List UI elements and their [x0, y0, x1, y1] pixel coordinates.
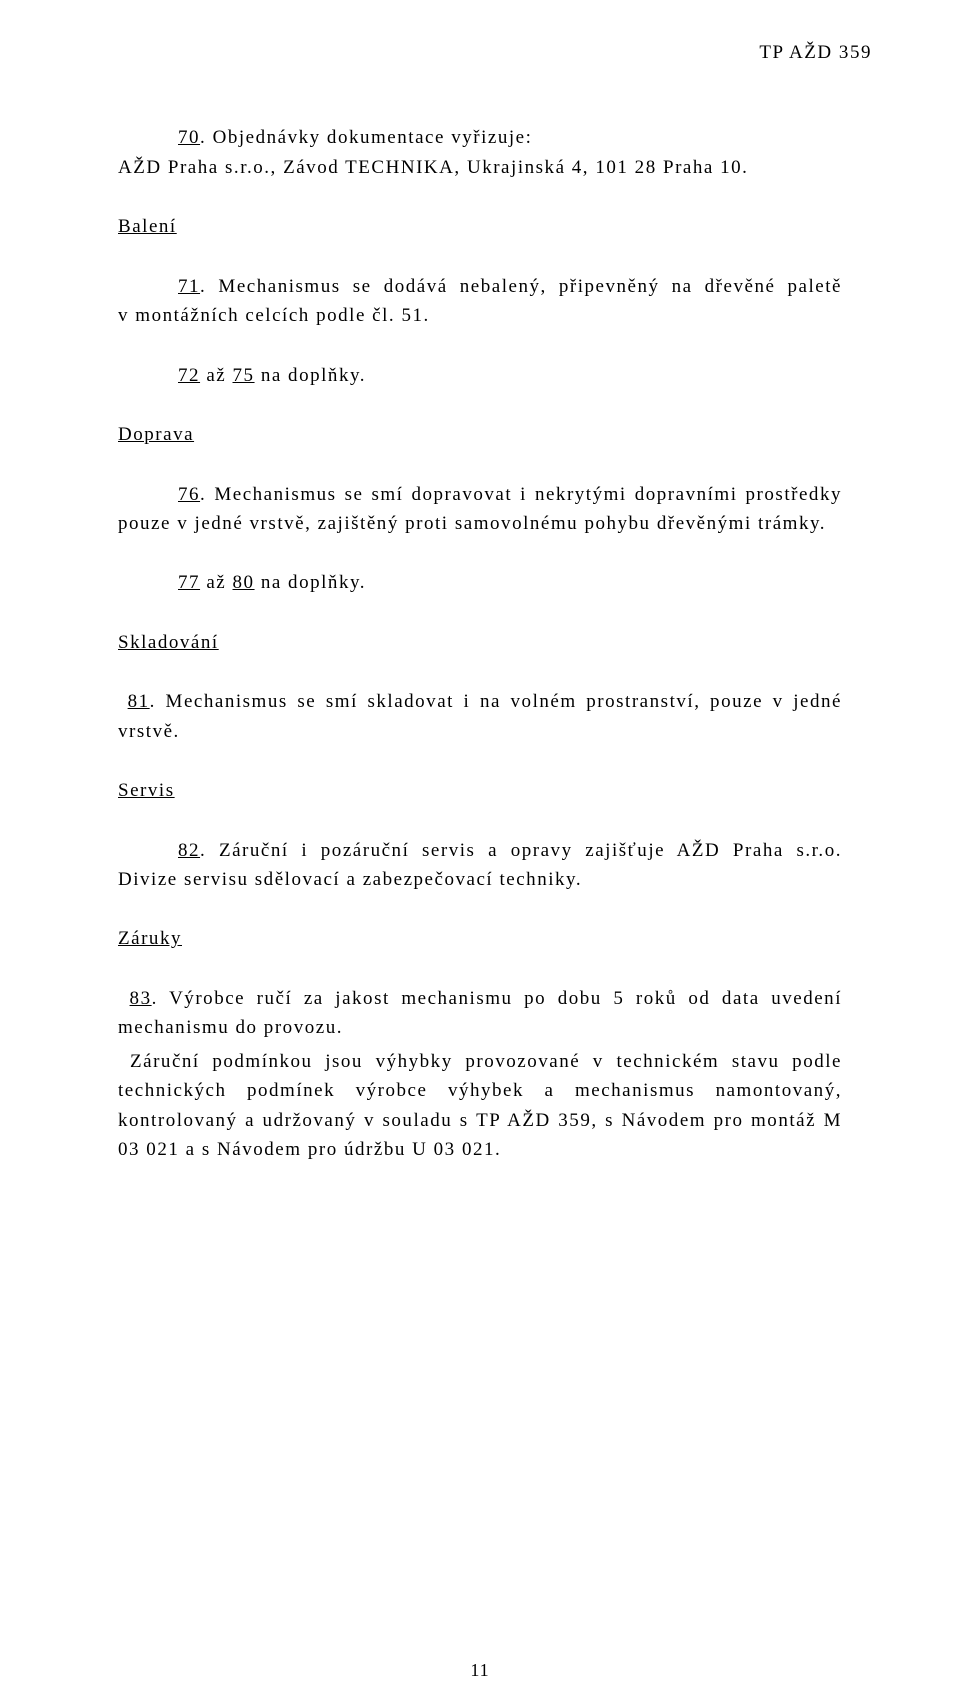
heading-zaruky: Záruky — [118, 924, 842, 953]
range-tail: na doplňky. — [255, 365, 366, 386]
paragraph-70: 70. Objednávky dokumentace vyřizuje: AŽD… — [118, 123, 842, 182]
clause-text: Záruční podmínkou jsou výhybky provozova… — [118, 1051, 842, 1160]
clause-text: . Objednávky dokumentace vyřizuje: — [200, 127, 532, 148]
range-mid: až — [200, 365, 232, 386]
clause-number: 82 — [178, 840, 200, 861]
clause-text: . Mechanismus se smí dopravovat i nekryt… — [118, 484, 842, 534]
header-doc-code: TP AŽD 359 — [118, 38, 872, 67]
paragraph-71: 71. Mechanismus se dodává nebalený, přip… — [118, 272, 842, 331]
clause-number: 81 — [128, 691, 150, 712]
clause-number: 71 — [178, 276, 200, 297]
paragraph-83: 83. Výrobce ručí za jakost mechanismu po… — [118, 984, 842, 1043]
range-mid: až — [200, 572, 232, 593]
range-start: 72 — [178, 365, 200, 386]
clause-text: . Mechanismus se dodává nebalený, připev… — [118, 276, 842, 326]
clause-text-line2: AŽD Praha s.r.o., Závod TECHNIKA, Ukraji… — [118, 153, 748, 182]
range-end: 75 — [233, 365, 255, 386]
heading-baleni: Balení — [118, 212, 842, 241]
page-number: 11 — [0, 1657, 960, 1685]
paragraph-76: 76. Mechanismus se smí dopravovat i nekr… — [118, 480, 842, 539]
heading-skladovani: Skladování — [118, 628, 842, 657]
document-page: TP AŽD 359 70. Objednávky dokumentace vy… — [0, 0, 960, 1699]
clause-number: 76 — [178, 484, 200, 505]
paragraph-77-80: 77 až 80 na doplňky. — [118, 568, 842, 597]
paragraph-83b: Záruční podmínkou jsou výhybky provozova… — [118, 1047, 842, 1165]
range-start: 77 — [178, 572, 200, 593]
clause-text: . Mechanismus se smí skladovat i na voln… — [118, 691, 842, 741]
range-tail: na doplňky. — [255, 572, 366, 593]
clause-text: . Záruční i pozáruční servis a opravy za… — [118, 840, 842, 890]
clause-text: . Výrobce ručí za jakost mechanismu po d… — [118, 988, 842, 1038]
clause-number: 83 — [130, 988, 152, 1009]
heading-servis: Servis — [118, 776, 842, 805]
clause-number: 70 — [178, 127, 200, 148]
paragraph-81: 81. Mechanismus se smí skladovat i na vo… — [118, 687, 842, 746]
heading-doprava: Doprava — [118, 420, 842, 449]
paragraph-72-75: 72 až 75 na doplňky. — [118, 361, 842, 390]
paragraph-82: 82. Záruční i pozáruční servis a opravy … — [118, 836, 842, 895]
range-end: 80 — [233, 572, 255, 593]
